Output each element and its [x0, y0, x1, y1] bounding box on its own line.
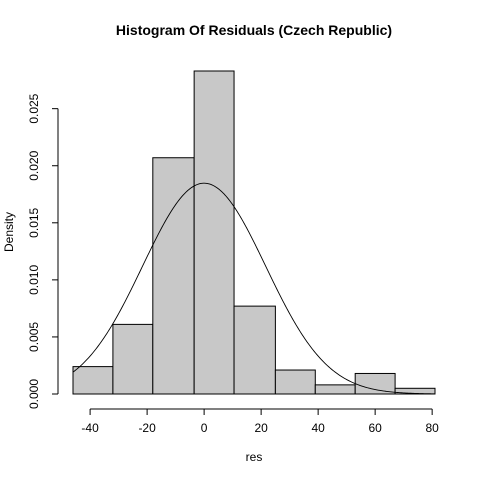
histogram-bar-5	[233, 305, 276, 395]
y-tick-label: 0.010	[27, 265, 41, 295]
histogram-bar-7	[314, 384, 356, 395]
x-tick-label: 20	[254, 421, 268, 435]
histogram-bar-6	[274, 369, 316, 395]
histogram-bar-8	[354, 372, 396, 395]
histogram-bar-2	[112, 323, 154, 395]
y-tick-label: 0.015	[27, 207, 41, 237]
x-axis-label: res	[246, 450, 263, 464]
histogram-bar-9	[394, 387, 436, 395]
y-tick-label: 0.000	[27, 379, 41, 409]
x-tick-label: -20	[138, 421, 156, 435]
histogram-bar-3	[152, 157, 195, 395]
x-tick-label: -40	[81, 421, 99, 435]
y-tick-label: 0.025	[27, 93, 41, 123]
histogram-bar-1	[72, 366, 114, 395]
x-tick-label: 0	[201, 421, 208, 435]
chart-title: Histogram Of Residuals (Czech Republic)	[116, 22, 392, 38]
y-tick-label: 0.005	[27, 322, 41, 352]
y-axis: 0.000 0.005 0.010 0.015 0.020 0.025	[27, 93, 59, 409]
normal-density-curve	[72, 182, 436, 395]
histogram-bars	[72, 70, 436, 395]
x-tick-label: 40	[311, 421, 325, 435]
y-tick-label: 0.020	[27, 150, 41, 180]
x-axis: -40 -20 0 20 40 60 80	[81, 408, 439, 435]
x-tick-label: 80	[425, 421, 439, 435]
histogram-bar-4	[193, 70, 235, 395]
y-axis-label: Density	[2, 212, 16, 252]
normal-curve-layer	[72, 182, 436, 395]
x-tick-label: 60	[368, 421, 382, 435]
